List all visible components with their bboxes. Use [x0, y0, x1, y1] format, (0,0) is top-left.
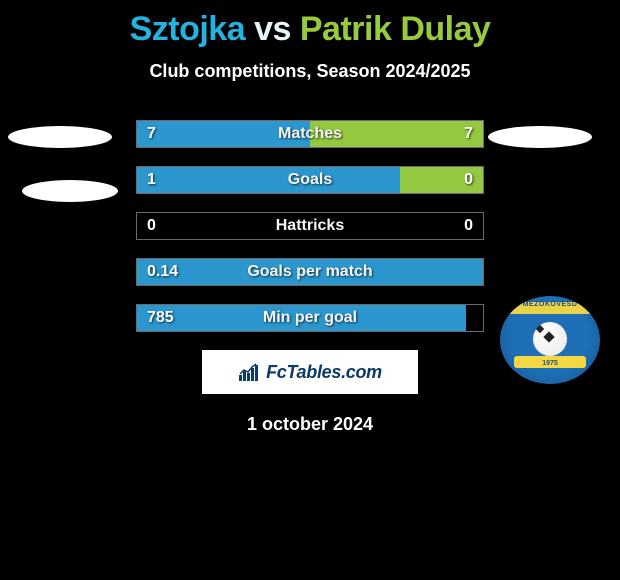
title-vs: vs — [254, 10, 291, 48]
club-crest: MEZŐKÖVESD 1975 — [500, 296, 600, 384]
value-right: 7 — [464, 121, 473, 147]
value-right: 0 — [464, 167, 473, 193]
stat-row: 7Matches7 — [136, 120, 484, 148]
date-label: 1 october 2024 — [0, 414, 620, 435]
crest-year: 1975 — [500, 360, 600, 367]
stats-area: 7Matches71Goals00Hattricks00.14Goals per… — [0, 120, 620, 332]
title-player1: Sztojka — [130, 10, 246, 48]
bar-chart-icon — [238, 363, 260, 381]
page-title: Sztojka vs Patrik Dulay — [0, 0, 620, 49]
branding-box: FcTables.com — [202, 350, 418, 394]
decor-ellipse — [22, 180, 118, 202]
stat-row: 0.14Goals per match — [136, 258, 484, 286]
stat-label: Goals — [137, 167, 483, 193]
value-right: 0 — [464, 213, 473, 239]
branding-text: FcTables.com — [266, 362, 382, 383]
stat-label: Goals per match — [137, 259, 483, 285]
title-player2: Patrik Dulay — [300, 10, 491, 48]
stat-row: 1Goals0 — [136, 166, 484, 194]
stat-label: Matches — [137, 121, 483, 147]
soccer-ball-icon — [533, 322, 567, 356]
crest-top-text: MEZŐKÖVESD — [500, 301, 600, 308]
stat-label: Min per goal — [137, 305, 483, 331]
stat-row: 785Min per goal — [136, 304, 484, 332]
stat-row: 0Hattricks0 — [136, 212, 484, 240]
decor-ellipse — [488, 126, 592, 148]
decor-ellipse — [8, 126, 112, 148]
stat-label: Hattricks — [137, 213, 483, 239]
stat-rows: 7Matches71Goals00Hattricks00.14Goals per… — [136, 120, 484, 332]
subtitle: Club competitions, Season 2024/2025 — [0, 61, 620, 82]
